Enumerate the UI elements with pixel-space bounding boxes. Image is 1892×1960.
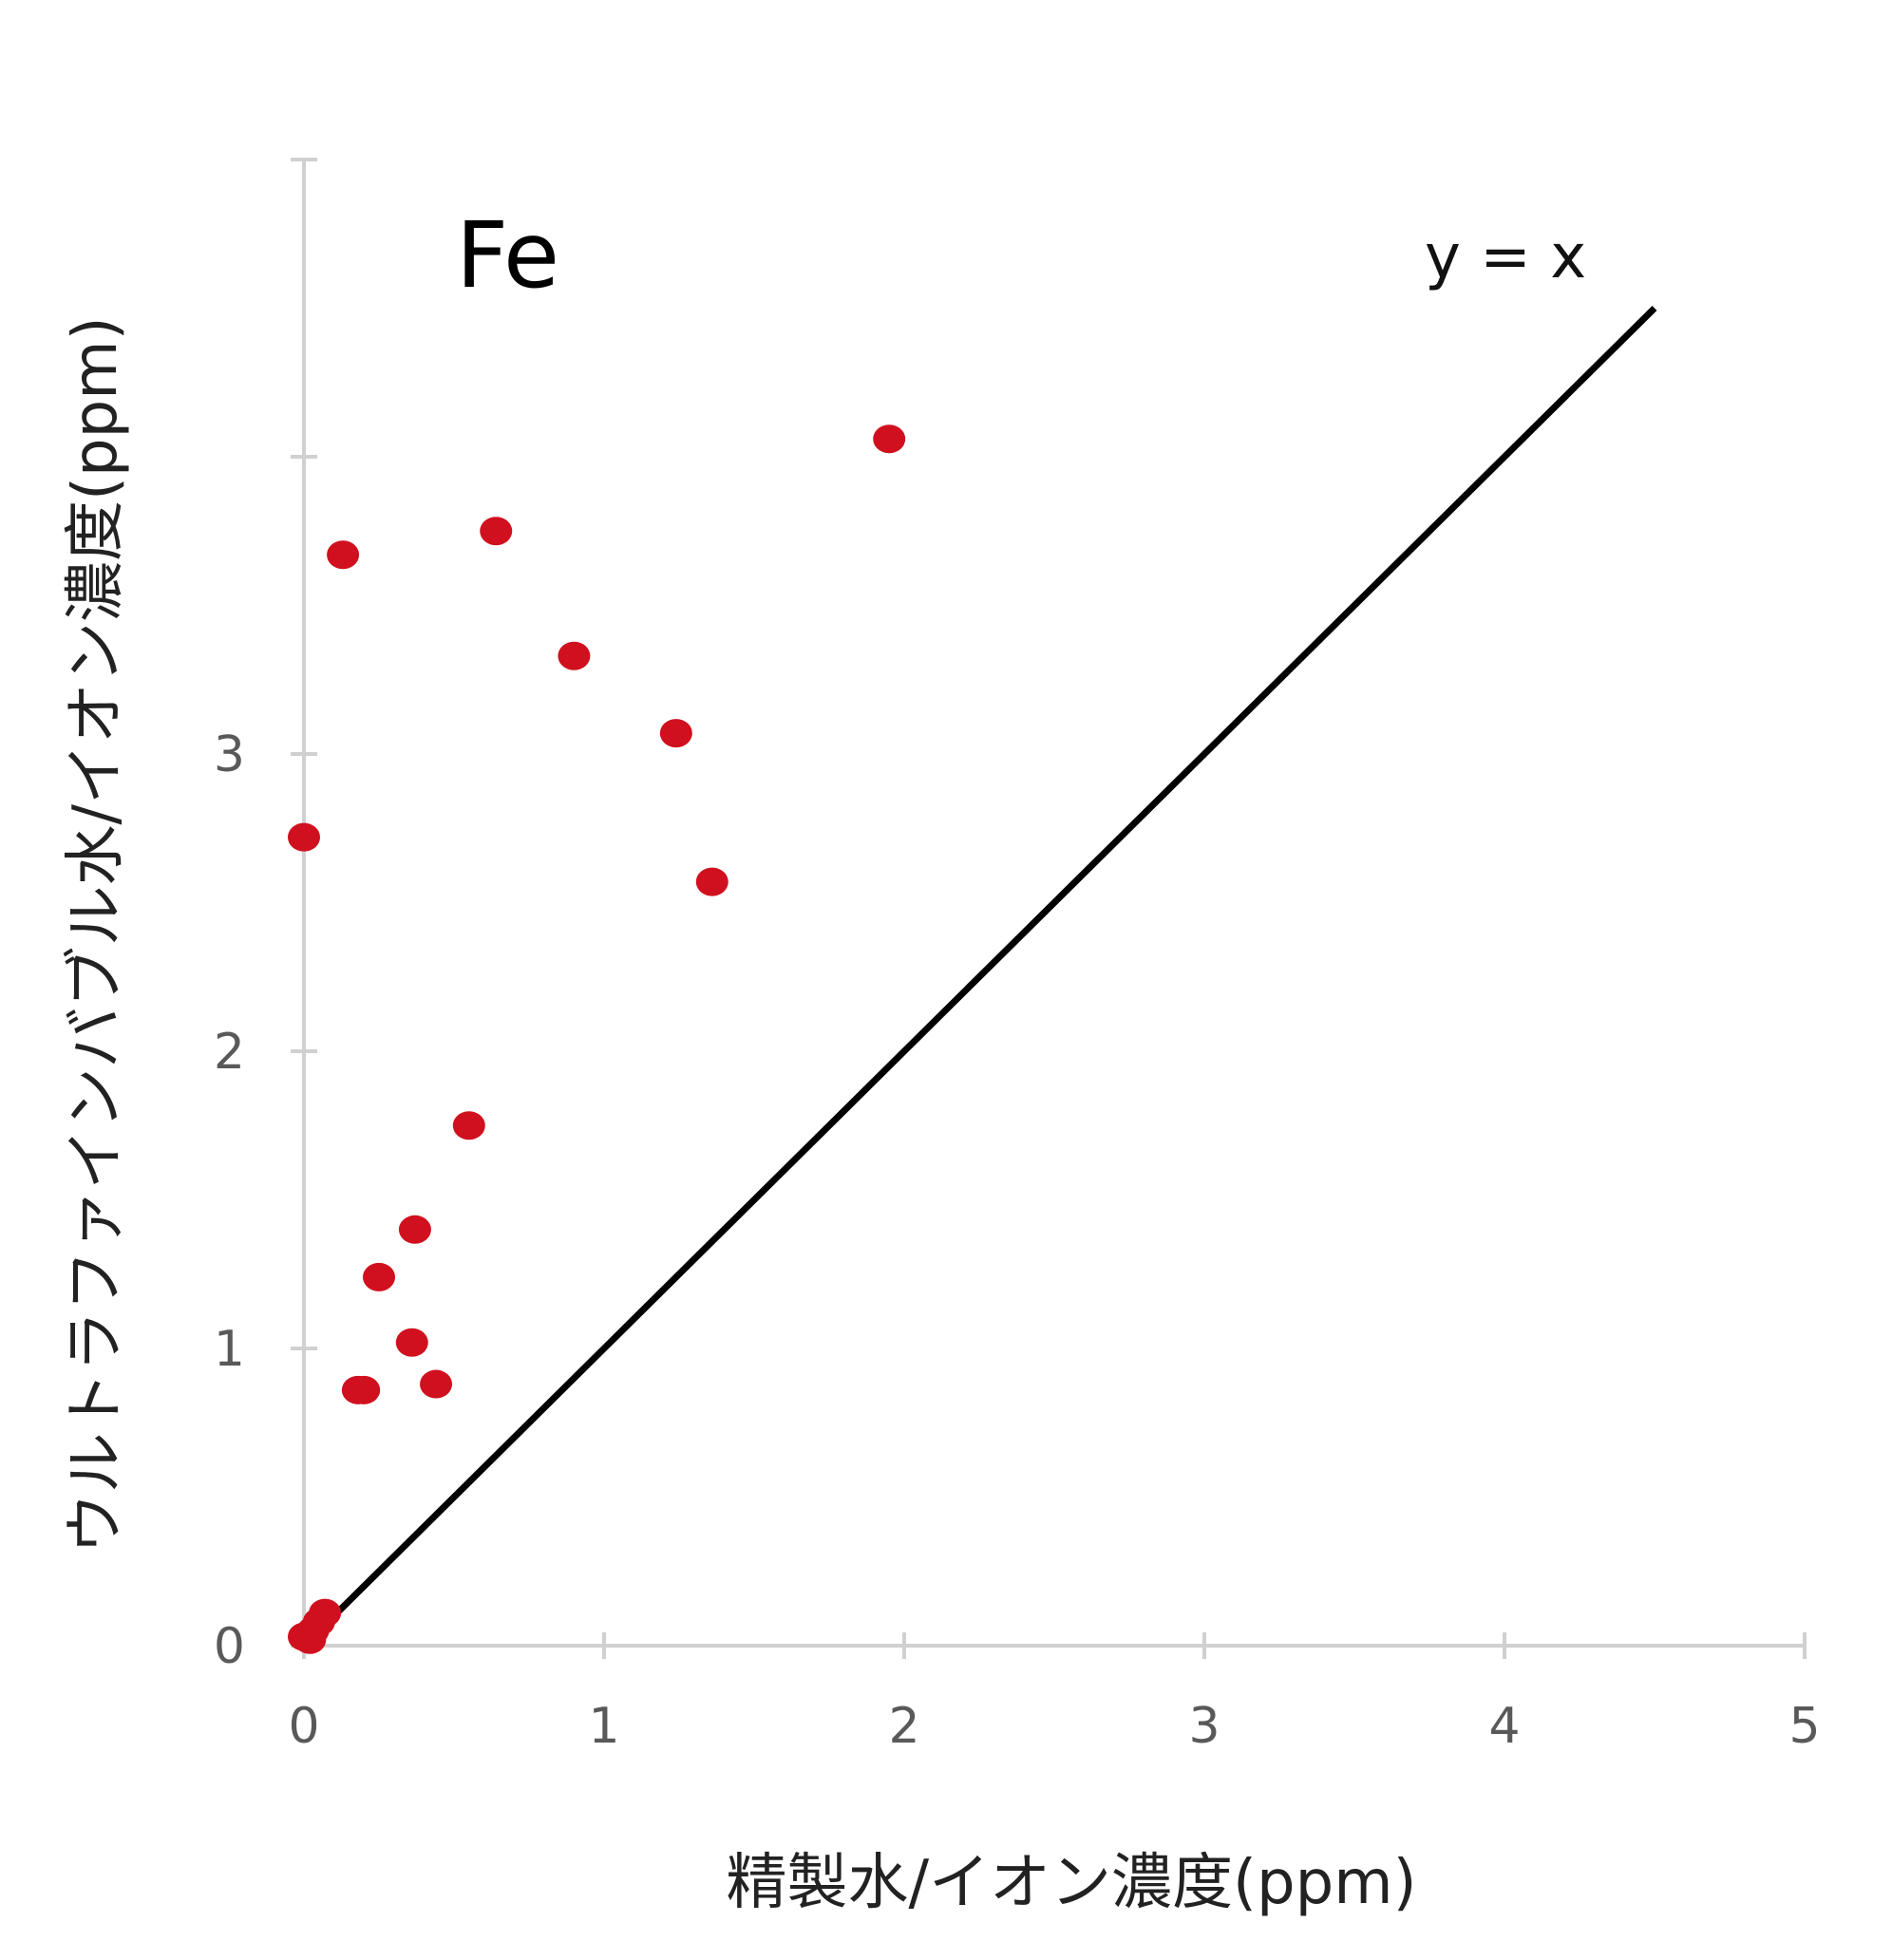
x-tick-label: 1 [588,1698,619,1755]
data-point [348,1375,381,1404]
y-tick-label: 3 [214,726,245,783]
data-point [288,822,320,852]
data-point [873,424,906,454]
x-tick-label: 3 [1188,1698,1220,1755]
y-tick-label: 2 [214,1024,245,1081]
y-tick-label: 0 [214,1618,245,1675]
data-point [420,1369,453,1399]
data-point [480,517,513,546]
data-point [452,1111,485,1140]
data-point [395,1328,428,1357]
data-point [309,1598,342,1628]
x-tick-label: 5 [1788,1698,1820,1755]
tick-labels: 0 1 2 3 4 5 0 1 2 3 [214,726,1821,1755]
y-tick-label: 1 [214,1321,245,1378]
x-axis-title: 精製水/イオン濃度(ppm) [726,1848,1416,1918]
data-point [558,641,591,670]
reference-line [301,306,1657,1649]
data-point [327,540,360,570]
data-point [398,1215,431,1244]
x-tick-label: 0 [288,1698,319,1755]
x-tick-label: 4 [1488,1698,1520,1755]
data-point [659,719,692,748]
element-label: Fe [456,202,559,309]
data-point [695,867,728,896]
data-points [288,424,906,1654]
reference-line-group [301,306,1657,1649]
data-point [363,1262,395,1291]
reference-line-label: y = x [1425,222,1586,292]
y-axis-title: ウルトラファインバブル水/イオン濃度(ppm) [61,316,131,1554]
x-tick-label: 2 [888,1698,919,1755]
axes [291,158,1807,1659]
